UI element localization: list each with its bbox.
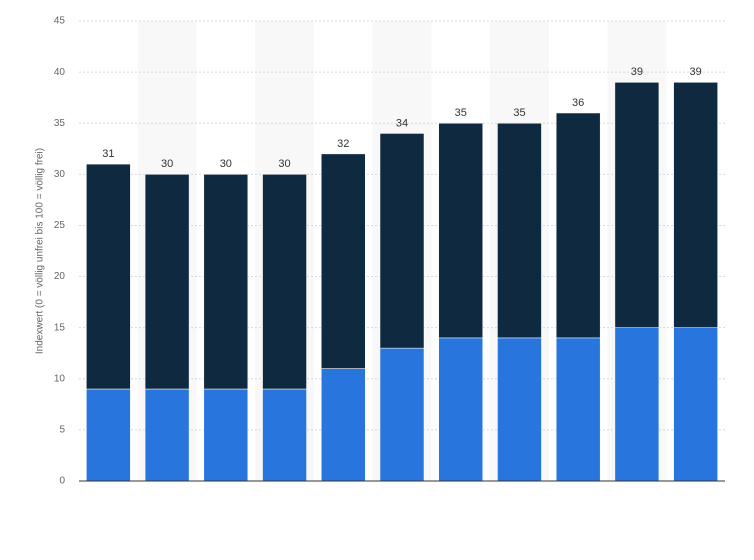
bar-segment xyxy=(673,82,718,328)
bar-total-label: 30 xyxy=(220,158,232,170)
y-tick-label: 25 xyxy=(54,220,66,231)
bar-segment xyxy=(86,388,131,482)
bar-segment xyxy=(321,153,366,369)
bar-segment xyxy=(321,368,366,482)
bar-total-label: 35 xyxy=(513,107,525,119)
bar-segment xyxy=(555,337,601,482)
y-tick-label: 45 xyxy=(54,16,66,27)
bar-segment xyxy=(262,174,307,390)
bar-total-label: 36 xyxy=(572,97,584,109)
bar-segment xyxy=(262,388,307,482)
y-tick-label: 10 xyxy=(54,373,66,384)
y-tick-label: 5 xyxy=(59,425,65,436)
bar-segment xyxy=(614,82,660,328)
bar-segment xyxy=(144,388,190,482)
bar-total-label: 31 xyxy=(102,148,114,160)
bar-segment xyxy=(203,388,249,482)
bar-segment xyxy=(555,112,601,339)
y-tick-label: 15 xyxy=(54,322,66,333)
bar-segment xyxy=(614,327,660,482)
bar-total-label: 39 xyxy=(690,66,702,78)
y-tick-label: 0 xyxy=(59,476,65,487)
bar-total-label: 30 xyxy=(278,158,290,170)
bar-total-label: 35 xyxy=(455,107,467,119)
y-tick-label: 35 xyxy=(54,118,66,129)
bar-segment xyxy=(438,122,483,339)
bar-segment xyxy=(379,133,425,349)
bar-segment xyxy=(438,337,483,482)
bar-segment xyxy=(497,122,542,339)
bar-segment xyxy=(86,163,131,390)
bar-segment xyxy=(144,174,190,390)
y-tick-label: 40 xyxy=(54,67,66,78)
y-axis-label: Indexwert (0 = völlig unfrei bis 100 = v… xyxy=(35,148,46,354)
bar-segment xyxy=(203,174,249,390)
y-tick-label: 30 xyxy=(54,169,66,180)
y-tick-label: 20 xyxy=(54,271,66,282)
bar-total-label: 39 xyxy=(631,66,643,78)
bar-segment xyxy=(497,337,542,482)
bar-segment xyxy=(379,347,425,482)
bar-total-label: 34 xyxy=(396,117,408,129)
bar-total-label: 32 xyxy=(337,138,349,150)
bar-segment xyxy=(673,327,718,482)
bar-total-label: 30 xyxy=(161,158,173,170)
